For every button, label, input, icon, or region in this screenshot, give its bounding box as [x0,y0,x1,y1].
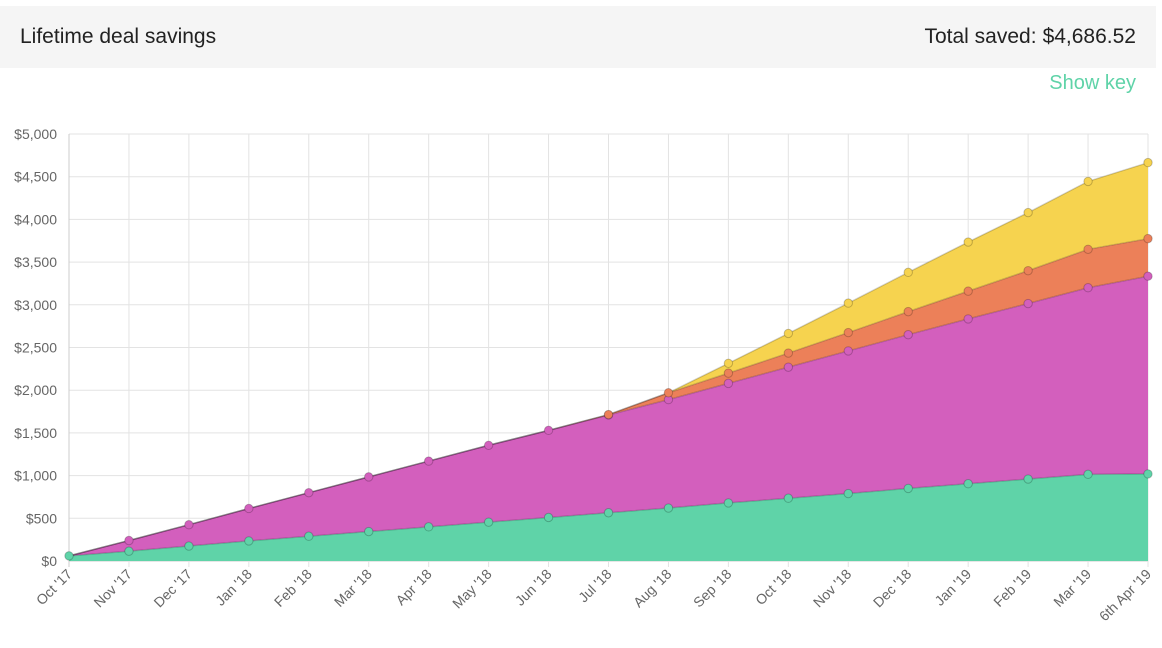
y-tick-label: $3,000 [14,297,57,313]
series-point-1 [483,440,494,450]
series-point-0 [543,512,554,523]
series-point-0 [603,508,614,518]
series-point-0 [963,479,973,489]
series-point-0 [184,541,194,551]
series-point-1 [843,346,853,356]
x-tick-label: Feb '19 [990,566,1034,610]
x-tick-label: Aug '18 [630,566,675,611]
series-point-0 [723,498,734,508]
x-tick-label: Jan '18 [212,566,255,609]
series-point-0 [783,493,794,503]
series-point-0 [364,526,374,537]
total-saved-label: Total saved: [924,25,1037,48]
series-point-0 [663,503,674,513]
series-point-1 [184,520,194,530]
series-point-3 [903,267,913,278]
x-tick-label: 6th Apr '19 [1096,566,1154,624]
series-point-1 [1143,271,1153,281]
series-point-0 [244,536,254,546]
series-point-0 [423,522,434,532]
series-point-2 [723,368,734,378]
series-point-0 [124,546,134,556]
y-tick-label: $5,000 [14,126,57,142]
page-title: Lifetime deal savings [20,25,217,48]
header-bar: Lifetime deal savings Total saved: $4,68… [0,6,1156,68]
series-area-2 [69,238,1148,556]
series-point-1 [423,456,434,466]
x-tick-label: Sep '18 [690,566,735,611]
x-tick-label: Oct '17 [33,566,76,609]
series-point-2 [783,348,794,358]
y-tick-label: $4,000 [14,211,57,227]
series-point-3 [1023,207,1033,218]
y-tick-label: $0 [41,553,57,569]
series-point-1 [1083,283,1093,293]
total-saved: Total saved: $4,686.52 [924,25,1136,49]
y-tick-label: $2,500 [14,340,57,356]
x-tick-label: Oct '18 [752,566,795,609]
series-point-2 [1023,265,1033,276]
x-tick-label: Jan '19 [931,566,974,609]
y-tick-label: $4,500 [14,169,57,185]
series-point-0 [1083,469,1093,480]
series-point-1 [723,378,734,389]
series-point-1 [903,329,913,340]
series-point-1 [543,425,554,436]
y-tick-label: $2,000 [14,382,57,398]
x-tick-label: Mar '18 [331,566,375,610]
series-point-2 [963,286,973,296]
series-point-3 [1083,176,1093,187]
x-tick-label: Dec '17 [150,566,195,611]
series-point-0 [1143,469,1153,479]
series-point-2 [663,388,674,398]
series-point-3 [1143,157,1153,168]
x-tick-label: Feb '18 [271,566,315,610]
y-tick-label: $3,500 [14,254,57,270]
series-point-1 [124,535,134,546]
series-point-2 [903,306,913,317]
series-point-2 [1143,233,1153,244]
series-point-2 [843,327,853,338]
series-point-3 [843,298,853,308]
series-point-3 [723,358,734,368]
series-point-1 [244,503,254,514]
series-area-0 [69,473,1148,561]
series-point-3 [783,328,794,339]
x-tick-label: Apr '18 [392,566,435,609]
x-tick-label: Nov '17 [90,566,135,611]
series-point-1 [963,314,973,324]
series-point-0 [903,483,913,494]
series-point-1 [304,487,314,498]
series-point-1 [1023,298,1033,309]
series-point-0 [843,488,853,499]
x-tick-label: Mar '19 [1050,566,1094,610]
series-point-2 [1083,244,1093,254]
series-point-0 [1023,474,1033,484]
series-point-0 [304,531,314,541]
savings-area-chart: $0 $500 $1,000 $1,500 $2,000 $2,500 $3,000 $3,5… [14,126,1154,624]
series-point-3 [963,237,973,247]
y-tick-label: $500 [26,510,57,526]
series-point-1 [364,472,374,482]
x-tick-label: Dec '18 [870,566,915,611]
x-tick-label: Jul '18 [575,566,615,606]
show-key-link[interactable]: Show key [1049,72,1136,94]
x-tick-label: Jun '18 [512,566,555,609]
series-point-1 [783,362,794,372]
total-saved-value: $4,686.52 [1042,25,1136,48]
series-point-2 [603,409,614,420]
y-tick-label: $1,500 [14,425,57,441]
series-point-0 [483,517,494,527]
x-tick-label: May '18 [449,566,495,612]
x-tick-label: Nov '18 [810,566,855,611]
y-tick-label: $1,000 [14,468,57,484]
series-point-0 [64,551,74,561]
